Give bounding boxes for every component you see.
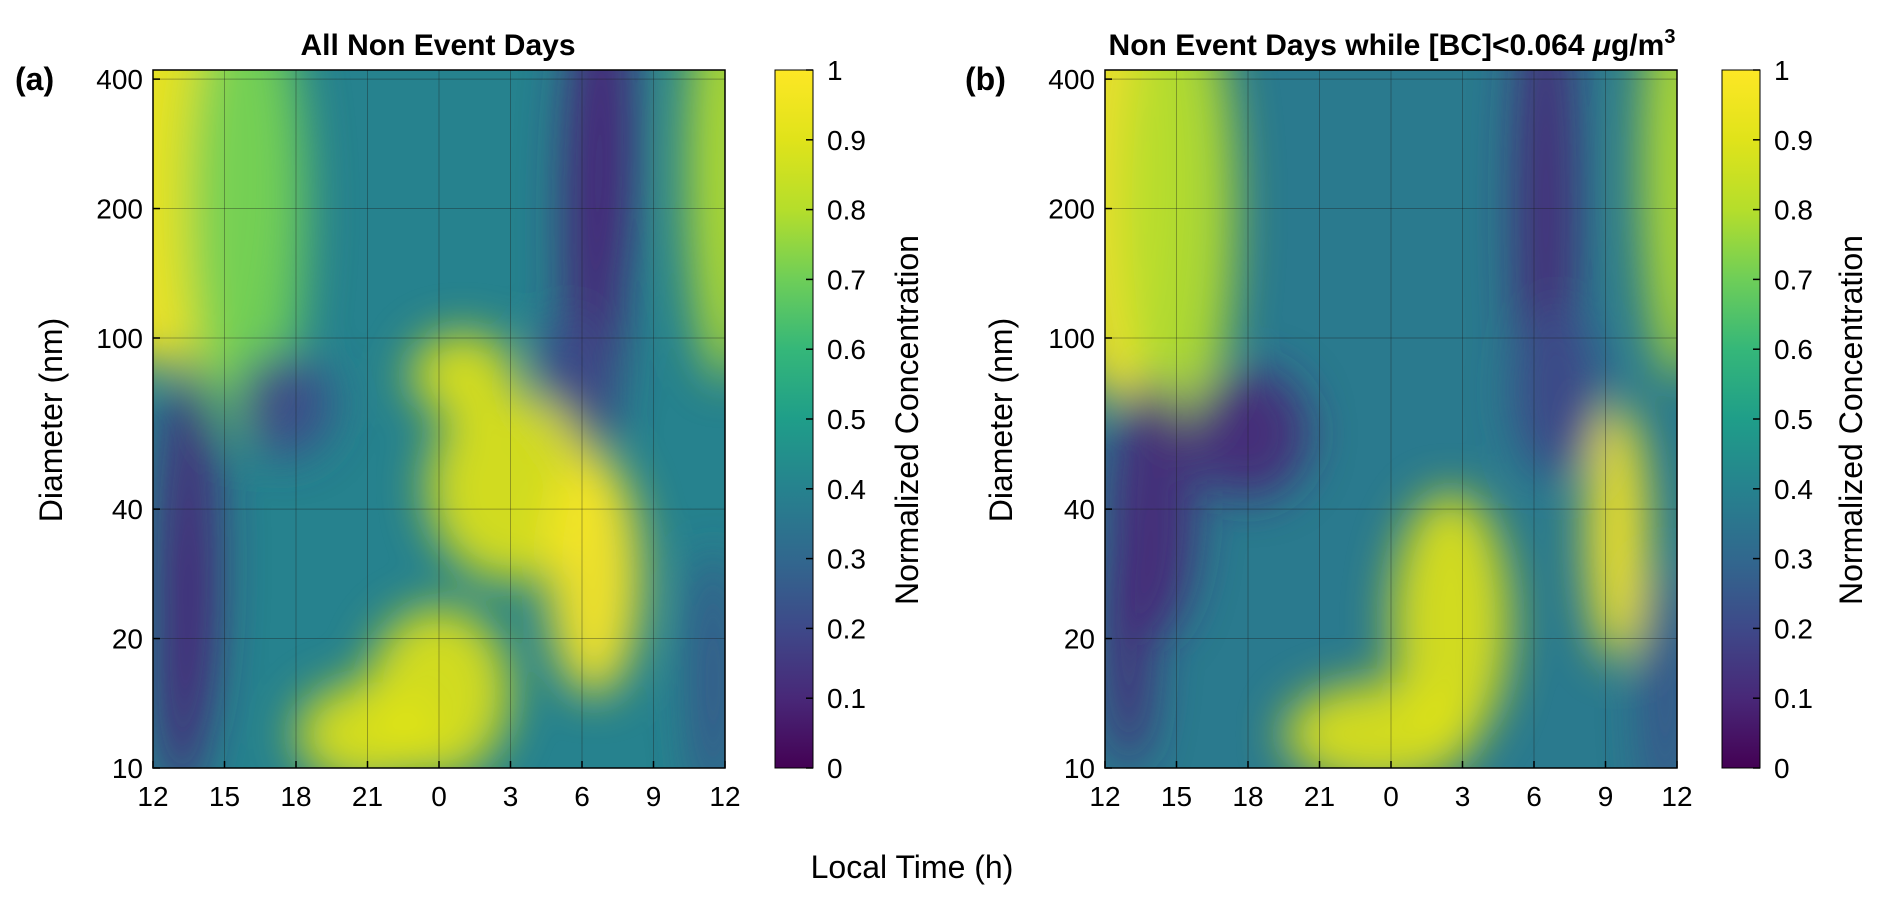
x-tick-label: 15	[209, 781, 240, 812]
heatmap-feature	[1586, 405, 1649, 664]
panel-a-letter: (a)	[15, 61, 54, 97]
colorbar-tick-label: 0.8	[827, 195, 866, 226]
panel-b-title-unit: g/m	[1611, 29, 1664, 62]
x-tick-label: 21	[352, 781, 383, 812]
colorbar-tick-label: 0.7	[827, 264, 866, 295]
colorbar-tick-label: 0.4	[827, 474, 866, 505]
x-tick-label: 6	[1526, 781, 1542, 812]
colorbar-tick-label: 0.6	[827, 334, 866, 365]
x-tick-label: 6	[574, 781, 590, 812]
heatmap-feature	[577, 70, 635, 327]
x-tick-label: 3	[503, 781, 519, 812]
panel-b: (b) Non Event Days while [BC]<0.064 μg/m…	[965, 26, 1869, 812]
heatmap-feature	[1641, 70, 1677, 382]
y-tick-label: 10	[1064, 753, 1095, 784]
panel-a-heatmap-blobs	[153, 70, 725, 768]
heatmap-feature	[1283, 682, 1475, 768]
panel-a-y-axis: 10 20 40 100 200 400	[96, 64, 160, 784]
heatmap-feature	[1514, 305, 1601, 478]
panel-a-colorbar-ticks: 0 0.1 0.2 0.3 0.4 0.5 0.6 0.7 0.8 0.9 1	[806, 55, 866, 784]
colorbar-tick-label: 0.6	[1774, 334, 1813, 365]
colorbar-tick-label: 0.9	[827, 125, 866, 156]
heatmap-feature	[1188, 368, 1308, 498]
x-tick-label: 12	[1089, 781, 1120, 812]
heatmap-feature	[1105, 509, 1153, 768]
x-tick-label: 18	[280, 781, 311, 812]
colorbar-tick-label: 0.9	[1774, 125, 1813, 156]
colorbar-tick-label: 0.7	[1774, 264, 1813, 295]
colorbar-tick-label: 0.4	[1774, 474, 1813, 505]
heatmap-feature	[236, 353, 332, 457]
y-tick-label: 400	[1048, 64, 1095, 95]
panel-b-heatmap-blobs	[1105, 70, 1677, 768]
panel-a-heatmap	[153, 70, 725, 768]
panel-b-heatmap	[1105, 70, 1677, 768]
x-tick-label: 15	[1161, 781, 1192, 812]
panel-b-title-mu: μ	[1592, 29, 1611, 62]
colorbar-tick-label: 0	[827, 753, 843, 784]
panel-a-colorbar: 0 0.1 0.2 0.3 0.4 0.5 0.6 0.7 0.8 0.9 1 Normalized…	[774, 55, 925, 784]
colorbar-tick-label: 0.2	[827, 613, 866, 644]
x-tick-label: 21	[1304, 781, 1335, 812]
heatmap-feature	[1116, 70, 1237, 445]
x-tick-label: 0	[1383, 781, 1399, 812]
x-tick-label: 12	[1661, 781, 1692, 812]
x-tick-label: 9	[1598, 781, 1614, 812]
panel-b-y-axis: 10 20 40 100 200 400	[1048, 64, 1112, 784]
x-tick-label: 18	[1232, 781, 1263, 812]
x-tick-label: 3	[1455, 781, 1471, 812]
panel-b-heatmap-features	[1105, 70, 1677, 768]
panel-b-title-main: Non Event Days while [BC]<0.064	[1109, 29, 1593, 62]
panel-a-title: All Non Event Days	[300, 29, 575, 62]
heatmap-feature	[1391, 491, 1511, 750]
colorbar-tick-label: 0.2	[1774, 613, 1813, 644]
heatmap-feature	[694, 551, 725, 768]
panel-a-x-axis: 12 15 18 21 0 3 6 9 12	[137, 761, 741, 812]
y-tick-label: 100	[96, 323, 143, 354]
heatmap-feature	[188, 70, 308, 445]
y-tick-label: 40	[112, 494, 143, 525]
colorbar-tick-label: 0.1	[827, 683, 866, 714]
colorbar-tick-label: 0.3	[1774, 544, 1813, 575]
x-tick-label: 9	[646, 781, 662, 812]
panel-b-x-axis: 12 15 18 21 0 3 6 9 12	[1089, 761, 1693, 812]
y-tick-label: 200	[96, 194, 143, 225]
colorbar-tick-label: 1	[827, 55, 843, 86]
heatmap-feature	[296, 682, 439, 768]
y-tick-label: 10	[112, 753, 143, 784]
colorbar-tick-label: 0.3	[827, 544, 866, 575]
panel-b-letter: (b)	[965, 61, 1006, 97]
heatmap-feature	[157, 539, 206, 768]
y-tick-label: 20	[1064, 624, 1095, 655]
colorbar-tick-label: 0	[1774, 753, 1790, 784]
x-tick-label: 12	[709, 781, 740, 812]
heatmap-feature	[1646, 563, 1677, 768]
panel-b-title: Non Event Days while [BC]<0.064 μg/m3	[1109, 26, 1676, 62]
panel-a-colorbar-label: Normalized Concentration	[889, 235, 925, 605]
panel-b-colorbar: 0 0.1 0.2 0.3 0.4 0.5 0.6 0.7 0.8 0.9 1 Normalized…	[1721, 55, 1869, 784]
y-tick-label: 100	[1048, 323, 1095, 354]
y-tick-label: 400	[96, 64, 143, 95]
y-tick-label: 40	[1064, 494, 1095, 525]
shared-x-axis-label: Local Time (h)	[811, 849, 1014, 885]
colorbar-tick-label: 0.5	[827, 404, 866, 435]
panel-a: (a) All Non Event Days Diameter (nm) 12 1…	[15, 29, 925, 812]
x-tick-label: 0	[431, 781, 447, 812]
panel-b-colorbar-label: Normalized Concentration	[1833, 235, 1869, 605]
colorbar-tick-label: 0.1	[1774, 683, 1813, 714]
y-tick-label: 20	[112, 624, 143, 655]
heatmap-feature	[546, 455, 642, 697]
x-tick-label: 12	[137, 781, 168, 812]
colorbar-tick-label: 0.5	[1774, 404, 1813, 435]
panel-b-title-sup: 3	[1664, 26, 1675, 48]
panel-a-ylabel: Diameter (nm)	[33, 318, 69, 522]
y-tick-label: 200	[1048, 194, 1095, 225]
panel-a-heatmap-features	[153, 70, 725, 768]
panel-b-colorbar-ticks: 0 0.1 0.2 0.3 0.4 0.5 0.6 0.7 0.8 0.9 1	[1753, 55, 1813, 784]
heatmap-feature	[686, 70, 725, 382]
colorbar-tick-label: 1	[1774, 55, 1790, 86]
colorbar-tick-label: 0.8	[1774, 195, 1813, 226]
panel-b-ylabel: Diameter (nm)	[983, 318, 1019, 522]
